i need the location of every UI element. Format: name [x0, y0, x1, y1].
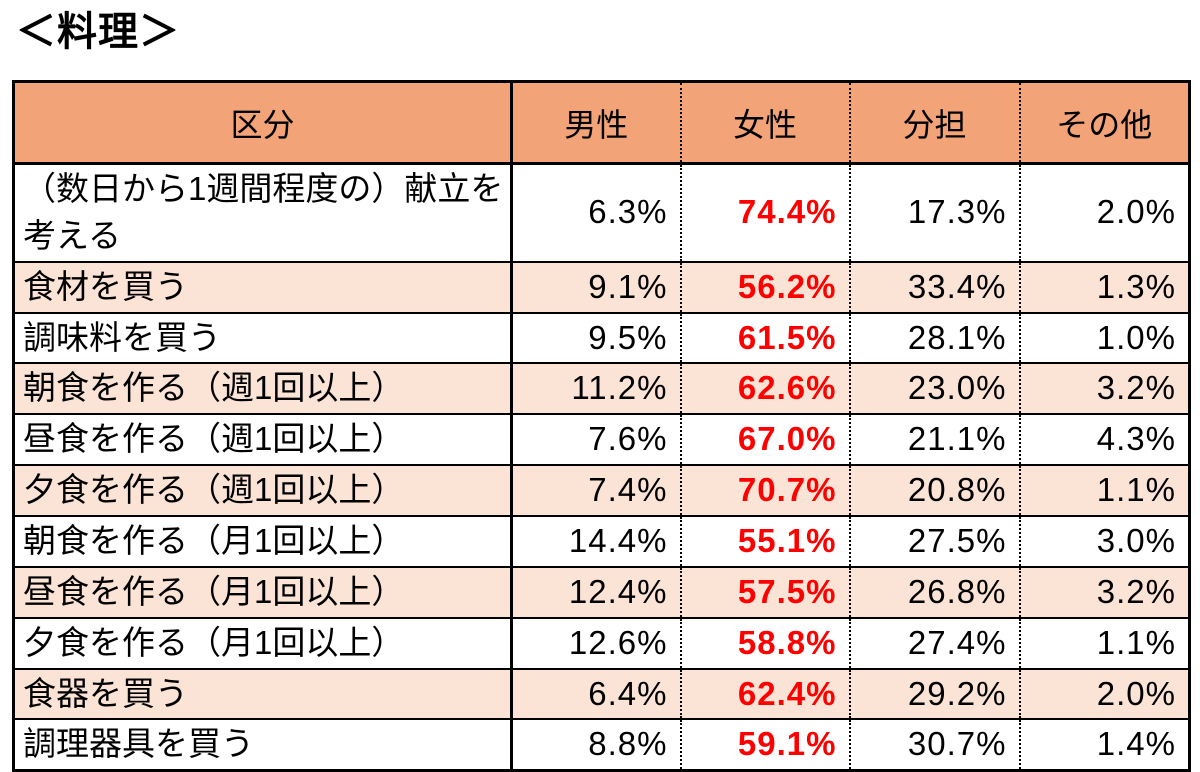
cell-female: 62.6%: [679, 362, 850, 415]
cell-shared: 27.4%: [848, 616, 1020, 669]
cell-female: 61.5%: [679, 311, 850, 364]
cell-female: 62.4%: [679, 667, 850, 720]
cell-female: 67.0%: [679, 413, 850, 466]
cell-female: 58.8%: [679, 616, 850, 669]
cell-category: 夕食を作る（週1回以上）: [13, 464, 512, 517]
table-row: 食器を買う 6.4% 62.4% 29.2% 2.0%: [13, 667, 1190, 720]
column-header-shared: 分担: [848, 81, 1020, 165]
cell-male: 7.4%: [510, 464, 681, 517]
column-header-male: 男性: [510, 81, 681, 165]
cell-category: 調理器具を買う: [13, 718, 512, 771]
table-row: 朝食を作る（週1回以上） 11.2% 62.6% 23.0% 3.2%: [13, 362, 1190, 415]
page-title: ＜料理＞: [16, 10, 180, 54]
cell-male: 8.8%: [510, 718, 681, 771]
cell-female: 55.1%: [679, 515, 850, 567]
cell-other: 1.0%: [1018, 311, 1190, 364]
table-body: （数日から1週間程度の）献立を考える 6.3% 74.4% 17.3% 2.0% 食材を買…: [13, 162, 1190, 771]
table-row: 昼食を作る（週1回以上） 7.6% 67.0% 21.1% 4.3%: [13, 413, 1190, 466]
cell-category: 昼食を作る（月1回以上）: [13, 565, 512, 618]
cell-shared: 27.5%: [848, 515, 1020, 567]
cell-shared: 33.4%: [848, 260, 1020, 313]
cell-male: 12.6%: [510, 616, 681, 669]
cell-other: 1.3%: [1018, 260, 1190, 313]
cell-other: 3.2%: [1018, 565, 1190, 618]
cell-shared: 26.8%: [848, 565, 1020, 618]
cell-male: 12.4%: [510, 565, 681, 618]
cell-category: 食器を買う: [13, 667, 512, 720]
cell-other: 1.4%: [1018, 718, 1190, 771]
column-header-female: 女性: [679, 81, 850, 165]
cell-shared: 29.2%: [848, 667, 1020, 720]
cell-other: 1.1%: [1018, 616, 1190, 669]
cell-shared: 21.1%: [848, 413, 1020, 466]
cell-category: （数日から1週間程度の）献立を考える: [13, 162, 512, 262]
table-row: 食材を買う 9.1% 56.2% 33.4% 1.3%: [13, 260, 1190, 313]
cell-male: 9.1%: [510, 260, 681, 313]
cell-category: 朝食を作る（週1回以上）: [13, 362, 512, 415]
cell-other: 2.0%: [1018, 162, 1190, 262]
cell-shared: 28.1%: [848, 311, 1020, 364]
cell-category: 食材を買う: [13, 260, 512, 313]
table-row: 調理器具を買う 8.8% 59.1% 30.7% 1.4%: [13, 718, 1190, 771]
cell-shared: 17.3%: [848, 162, 1020, 262]
cell-female: 57.5%: [679, 565, 850, 618]
cell-other: 3.2%: [1018, 362, 1190, 415]
cell-category: 夕食を作る（月1回以上）: [13, 616, 512, 669]
header-row: 区分 男性 女性 分担 その他: [13, 81, 1190, 165]
cell-other: 3.0%: [1018, 515, 1190, 567]
cell-male: 11.2%: [510, 362, 681, 415]
cell-male: 6.4%: [510, 667, 681, 720]
column-header-category: 区分: [13, 81, 512, 165]
cell-male: 14.4%: [510, 515, 681, 567]
table-row: 調味料を買う 9.5% 61.5% 28.1% 1.0%: [13, 311, 1190, 364]
table-row: 昼食を作る（月1回以上） 12.4% 57.5% 26.8% 3.2%: [13, 565, 1190, 618]
table-row: 朝食を作る（月1回以上） 14.4% 55.1% 27.5% 3.0%: [13, 515, 1190, 567]
cooking-task-share-table: 区分 男性 女性 分担 その他 （数日から1週間程度の）献立を考える 6.3% 74…: [12, 80, 1191, 772]
cell-female: 70.7%: [679, 464, 850, 517]
column-header-other: その他: [1018, 81, 1190, 165]
cell-shared: 20.8%: [848, 464, 1020, 517]
cell-shared: 30.7%: [848, 718, 1020, 771]
cell-male: 6.3%: [510, 162, 681, 262]
cell-male: 7.6%: [510, 413, 681, 466]
table-row: 夕食を作る（月1回以上） 12.6% 58.8% 27.4% 1.1%: [13, 616, 1190, 669]
cell-category: 昼食を作る（週1回以上）: [13, 413, 512, 466]
table-row: （数日から1週間程度の）献立を考える 6.3% 74.4% 17.3% 2.0%: [13, 162, 1190, 262]
cell-category: 朝食を作る（月1回以上）: [13, 515, 512, 567]
cell-other: 2.0%: [1018, 667, 1190, 720]
cell-shared: 23.0%: [848, 362, 1020, 415]
cell-category: 調味料を買う: [13, 311, 512, 364]
cell-female: 74.4%: [679, 162, 850, 262]
cell-female: 59.1%: [679, 718, 850, 771]
cell-other: 4.3%: [1018, 413, 1190, 466]
cell-other: 1.1%: [1018, 464, 1190, 517]
cell-female: 56.2%: [679, 260, 850, 313]
cell-male: 9.5%: [510, 311, 681, 364]
table-row: 夕食を作る（週1回以上） 7.4% 70.7% 20.8% 1.1%: [13, 464, 1190, 517]
